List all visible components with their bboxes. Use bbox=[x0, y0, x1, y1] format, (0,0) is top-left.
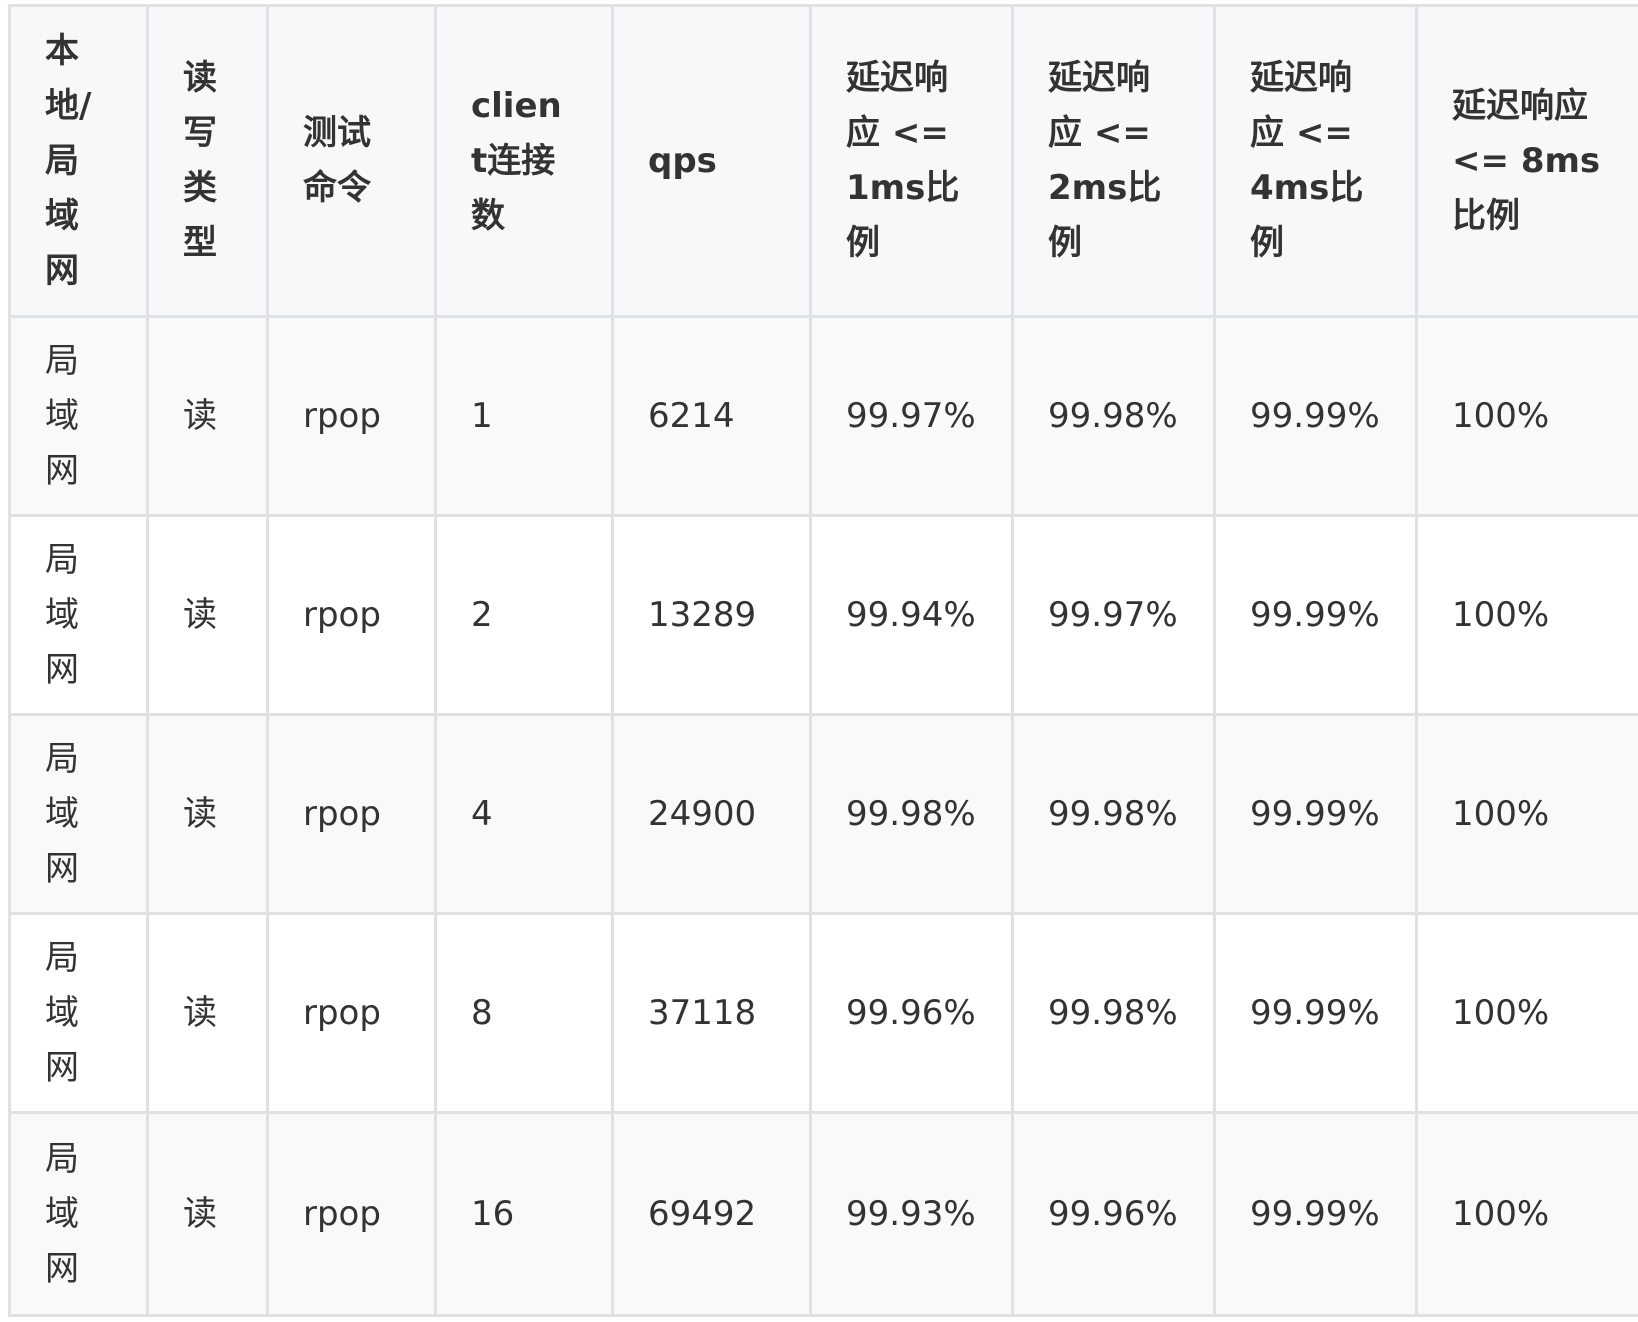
cell-qps: 37118 bbox=[611, 912, 812, 1114]
header-command: 测试命令 bbox=[266, 4, 437, 318]
cell-location: 局域网 bbox=[8, 713, 149, 915]
table-row: 局域网 读 rpop 4 24900 99.98% 99.98% 99.99% … bbox=[8, 713, 1638, 915]
cell-latency-2ms: 99.98% bbox=[1011, 713, 1216, 915]
cell-command: rpop bbox=[266, 912, 437, 1114]
cell-command: rpop bbox=[266, 713, 437, 915]
cell-qps: 6214 bbox=[611, 315, 812, 517]
cell-client-count: 16 bbox=[434, 1111, 614, 1317]
cell-latency-1ms: 99.98% bbox=[809, 713, 1014, 915]
benchmark-table-container: 本地/局域网 读写类型 测试命令 client连接数 qps 延迟响应 <= 1… bbox=[8, 4, 1638, 1317]
header-qps: qps bbox=[611, 4, 812, 318]
table-body: 局域网 读 rpop 1 6214 99.97% 99.98% 99.99% 1… bbox=[8, 315, 1638, 1317]
cell-qps: 69492 bbox=[611, 1111, 812, 1317]
cell-location: 局域网 bbox=[8, 1111, 149, 1317]
header-location: 本地/局域网 bbox=[8, 4, 149, 318]
cell-latency-4ms: 99.99% bbox=[1213, 1111, 1418, 1317]
cell-client-count: 2 bbox=[434, 514, 614, 716]
table-row: 局域网 读 rpop 8 37118 99.96% 99.98% 99.99% … bbox=[8, 912, 1638, 1114]
cell-rw-type: 读 bbox=[146, 713, 269, 915]
cell-qps: 24900 bbox=[611, 713, 812, 915]
header-latency-1ms: 延迟响应 <= 1ms比例 bbox=[809, 4, 1014, 318]
cell-client-count: 4 bbox=[434, 713, 614, 915]
cell-latency-2ms: 99.97% bbox=[1011, 514, 1216, 716]
cell-command: rpop bbox=[266, 315, 437, 517]
header-latency-4ms: 延迟响应 <= 4ms比例 bbox=[1213, 4, 1418, 318]
cell-latency-2ms: 99.98% bbox=[1011, 315, 1216, 517]
cell-latency-4ms: 99.99% bbox=[1213, 713, 1418, 915]
cell-rw-type: 读 bbox=[146, 514, 269, 716]
cell-location: 局域网 bbox=[8, 514, 149, 716]
table-row: 局域网 读 rpop 1 6214 99.97% 99.98% 99.99% 1… bbox=[8, 315, 1638, 517]
cell-latency-2ms: 99.98% bbox=[1011, 912, 1216, 1114]
cell-latency-1ms: 99.94% bbox=[809, 514, 1014, 716]
cell-rw-type: 读 bbox=[146, 912, 269, 1114]
header-latency-2ms: 延迟响应 <= 2ms比例 bbox=[1011, 4, 1216, 318]
cell-location: 局域网 bbox=[8, 912, 149, 1114]
cell-rw-type: 读 bbox=[146, 1111, 269, 1317]
header-latency-8ms: 延迟响应 <= 8ms比例 bbox=[1415, 4, 1638, 318]
cell-rw-type: 读 bbox=[146, 315, 269, 517]
cell-latency-8ms: 100% bbox=[1415, 315, 1638, 517]
cell-latency-8ms: 100% bbox=[1415, 514, 1638, 716]
header-rw-type: 读写类型 bbox=[146, 4, 269, 318]
table-header: 本地/局域网 读写类型 测试命令 client连接数 qps 延迟响应 <= 1… bbox=[8, 4, 1638, 318]
cell-latency-8ms: 100% bbox=[1415, 713, 1638, 915]
header-client-count: client连接数 bbox=[434, 4, 614, 318]
cell-command: rpop bbox=[266, 1111, 437, 1317]
cell-latency-8ms: 100% bbox=[1415, 912, 1638, 1114]
cell-command: rpop bbox=[266, 514, 437, 716]
table-row: 局域网 读 rpop 2 13289 99.94% 99.97% 99.99% … bbox=[8, 514, 1638, 716]
cell-client-count: 1 bbox=[434, 315, 614, 517]
cell-latency-8ms: 100% bbox=[1415, 1111, 1638, 1317]
header-row: 本地/局域网 读写类型 测试命令 client连接数 qps 延迟响应 <= 1… bbox=[8, 4, 1638, 318]
cell-latency-4ms: 99.99% bbox=[1213, 912, 1418, 1114]
cell-latency-4ms: 99.99% bbox=[1213, 315, 1418, 517]
cell-latency-2ms: 99.96% bbox=[1011, 1111, 1216, 1317]
benchmark-table: 本地/局域网 读写类型 测试命令 client连接数 qps 延迟响应 <= 1… bbox=[8, 4, 1638, 1317]
cell-latency-1ms: 99.97% bbox=[809, 315, 1014, 517]
table-row: 局域网 读 rpop 16 69492 99.93% 99.96% 99.99%… bbox=[8, 1111, 1638, 1317]
cell-client-count: 8 bbox=[434, 912, 614, 1114]
cell-latency-4ms: 99.99% bbox=[1213, 514, 1418, 716]
cell-location: 局域网 bbox=[8, 315, 149, 517]
cell-qps: 13289 bbox=[611, 514, 812, 716]
cell-latency-1ms: 99.93% bbox=[809, 1111, 1014, 1317]
cell-latency-1ms: 99.96% bbox=[809, 912, 1014, 1114]
